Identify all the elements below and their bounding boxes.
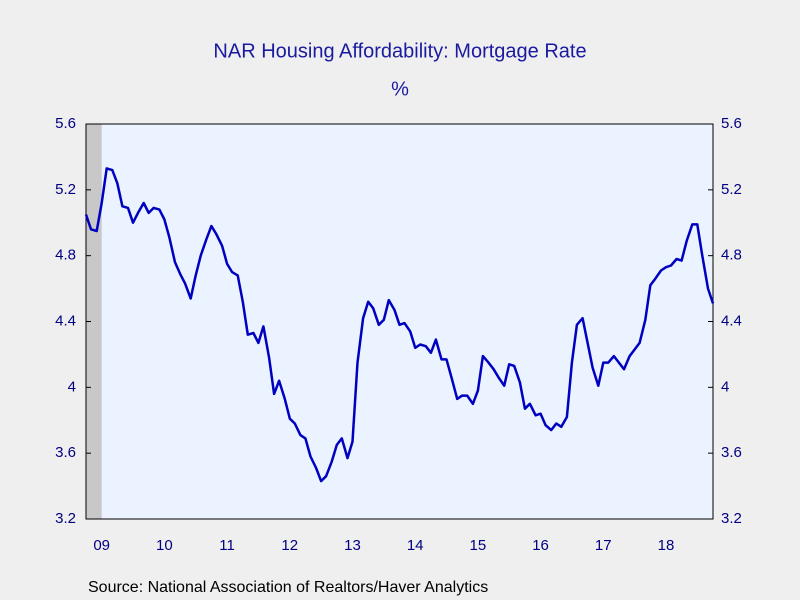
x-tick-label: 17 bbox=[595, 537, 612, 554]
y-tick-label: 3.2 bbox=[55, 510, 76, 527]
y2-tick-label: 4.8 bbox=[721, 247, 742, 264]
chart-title: NAR Housing Affordability: Mortgage Rate bbox=[213, 40, 586, 62]
y2-tick-label: 3.6 bbox=[721, 444, 742, 461]
y2-tick-label: 4 bbox=[721, 378, 729, 395]
x-tick-label: 13 bbox=[344, 537, 361, 554]
y-tick-label: 3.6 bbox=[55, 444, 76, 461]
x-tick-label: 10 bbox=[156, 537, 173, 554]
x-tick-label: 16 bbox=[532, 537, 549, 554]
x-tick-label: 11 bbox=[219, 537, 235, 554]
y2-tick-label: 5.2 bbox=[721, 181, 742, 198]
source-note: Source: National Association of Realtors… bbox=[88, 579, 488, 596]
y2-tick-label: 5.6 bbox=[721, 115, 742, 132]
y2-tick-label: 4.4 bbox=[721, 312, 742, 329]
y2-tick-label: 3.2 bbox=[721, 510, 742, 527]
y-tick-label: 4.8 bbox=[55, 247, 76, 264]
x-tick-label: 15 bbox=[470, 537, 487, 554]
y-tick-label: 4 bbox=[68, 378, 76, 395]
chart-subtitle: % bbox=[391, 78, 409, 100]
x-tick-label: 12 bbox=[281, 537, 298, 554]
y-tick-label: 5.2 bbox=[55, 181, 76, 198]
y-tick-label: 5.6 bbox=[55, 115, 76, 132]
series-line bbox=[84, 167, 715, 483]
x-tick-label: 09 bbox=[93, 537, 110, 554]
x-tick-label: 18 bbox=[658, 537, 675, 554]
x-tick-label: 14 bbox=[407, 537, 424, 554]
y-tick-label: 4.4 bbox=[55, 312, 76, 329]
